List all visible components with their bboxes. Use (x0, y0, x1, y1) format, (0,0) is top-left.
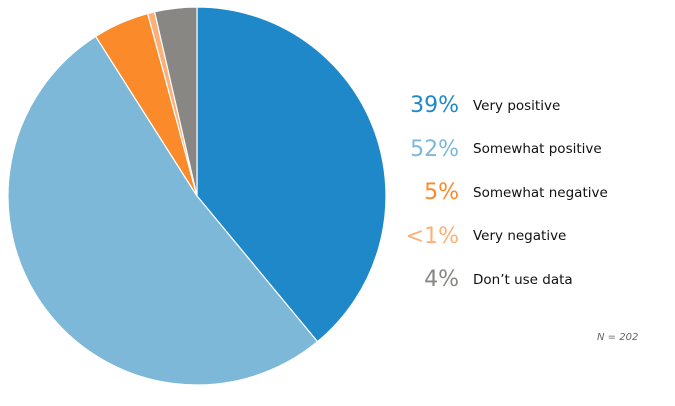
pct-very-positive: 39% (410, 93, 459, 119)
pie-slices (7, 6, 387, 386)
pie-chart (7, 6, 387, 386)
pie-slice-somewhat-positive (7, 35, 319, 386)
legend-row-very-negative: <1% Very negative (398, 215, 658, 259)
legend-row-very-positive: 39% Very positive (398, 84, 658, 128)
pie-slice-very-positive (196, 6, 387, 343)
legend-row-somewhat-negative: 5% Somewhat negative (398, 171, 658, 215)
pct-somewhat-negative: 5% (424, 180, 459, 206)
label-dont-use-data: Don’t use data (473, 271, 573, 288)
label-somewhat-negative: Somewhat negative (473, 184, 608, 201)
legend-row-somewhat-positive: 52% Somewhat positive (398, 128, 658, 172)
sample-size-note: N = 202 (597, 332, 639, 343)
pie-slice-don-t-use-data (153, 6, 198, 197)
pct-somewhat-positive: 52% (410, 136, 459, 162)
label-somewhat-positive: Somewhat positive (473, 141, 602, 158)
pct-dont-use-data: 4% (424, 267, 459, 293)
label-very-negative: Very negative (473, 228, 567, 245)
legend-row-dont-use-data: 4% Don’t use data (398, 258, 658, 302)
legend: 39% Very positive 52% Somewhat positive … (398, 84, 658, 302)
pct-very-negative: <1% (405, 223, 459, 249)
label-very-positive: Very positive (473, 97, 561, 114)
